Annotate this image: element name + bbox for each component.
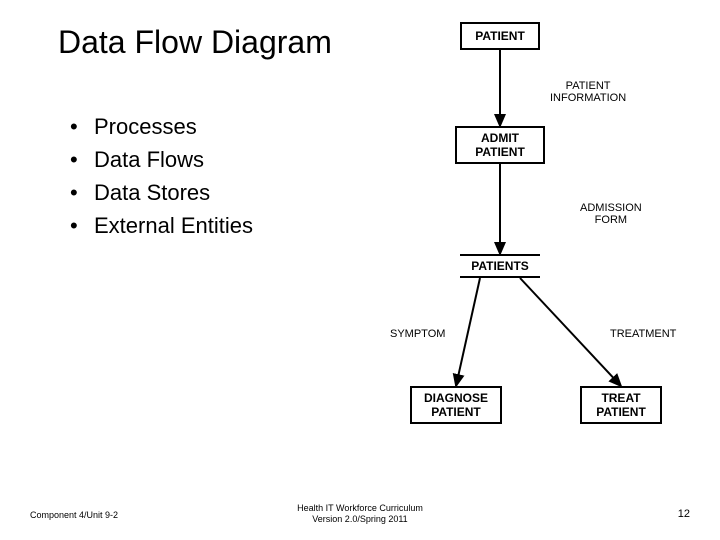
footer-center-line2: Version 2.0/Spring 2011	[312, 514, 407, 524]
list-item: External Entities	[70, 209, 253, 242]
node-admit: ADMIT PATIENT	[455, 126, 545, 164]
edge-label: ADMISSION FORM	[580, 202, 642, 226]
footer-center-line1: Health IT Workforce Curriculum	[297, 503, 423, 513]
node-diagnose: DIAGNOSE PATIENT	[410, 386, 502, 424]
list-item: Data Stores	[70, 176, 253, 209]
edge-label: SYMPTOM	[390, 328, 445, 340]
list-item: Data Flows	[70, 143, 253, 176]
footer-center: Health IT Workforce Curriculum Version 2…	[297, 503, 423, 526]
slide-number: 12	[678, 508, 690, 520]
flow-diagram: PATIENT ADMIT PATIENT PATIENTS DIAGNOSE …	[400, 18, 700, 468]
node-patient: PATIENT	[460, 22, 540, 50]
edge-label: PATIENT INFORMATION	[550, 80, 626, 104]
list-item: Processes	[70, 110, 253, 143]
edge-label: TREATMENT	[610, 328, 676, 340]
bullet-list: Processes Data Flows Data Stores Externa…	[70, 110, 253, 242]
node-treat: TREAT PATIENT	[580, 386, 662, 424]
edge-line	[520, 278, 621, 386]
edge-line	[456, 278, 480, 386]
footer-left: Component 4/Unit 9-2	[30, 510, 118, 520]
page-title: Data Flow Diagram	[58, 24, 332, 61]
node-patients-store: PATIENTS	[460, 254, 540, 278]
